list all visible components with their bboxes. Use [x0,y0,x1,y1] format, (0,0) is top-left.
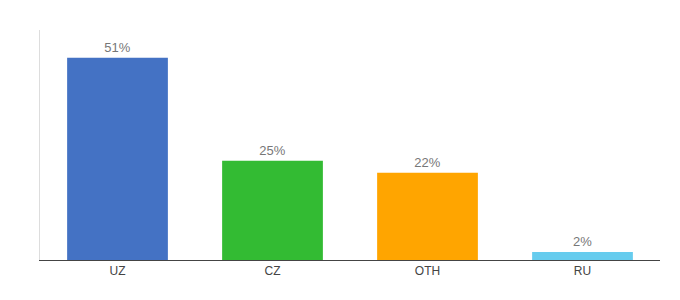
svg-text:OTH: OTH [415,264,440,278]
svg-text:2%: 2% [573,234,592,249]
svg-text:51%: 51% [104,40,130,55]
svg-text:25%: 25% [259,143,285,158]
svg-text:22%: 22% [414,155,440,170]
svg-text:RU: RU [574,264,591,278]
svg-text:UZ: UZ [110,264,126,278]
svg-text:CZ: CZ [265,264,281,278]
